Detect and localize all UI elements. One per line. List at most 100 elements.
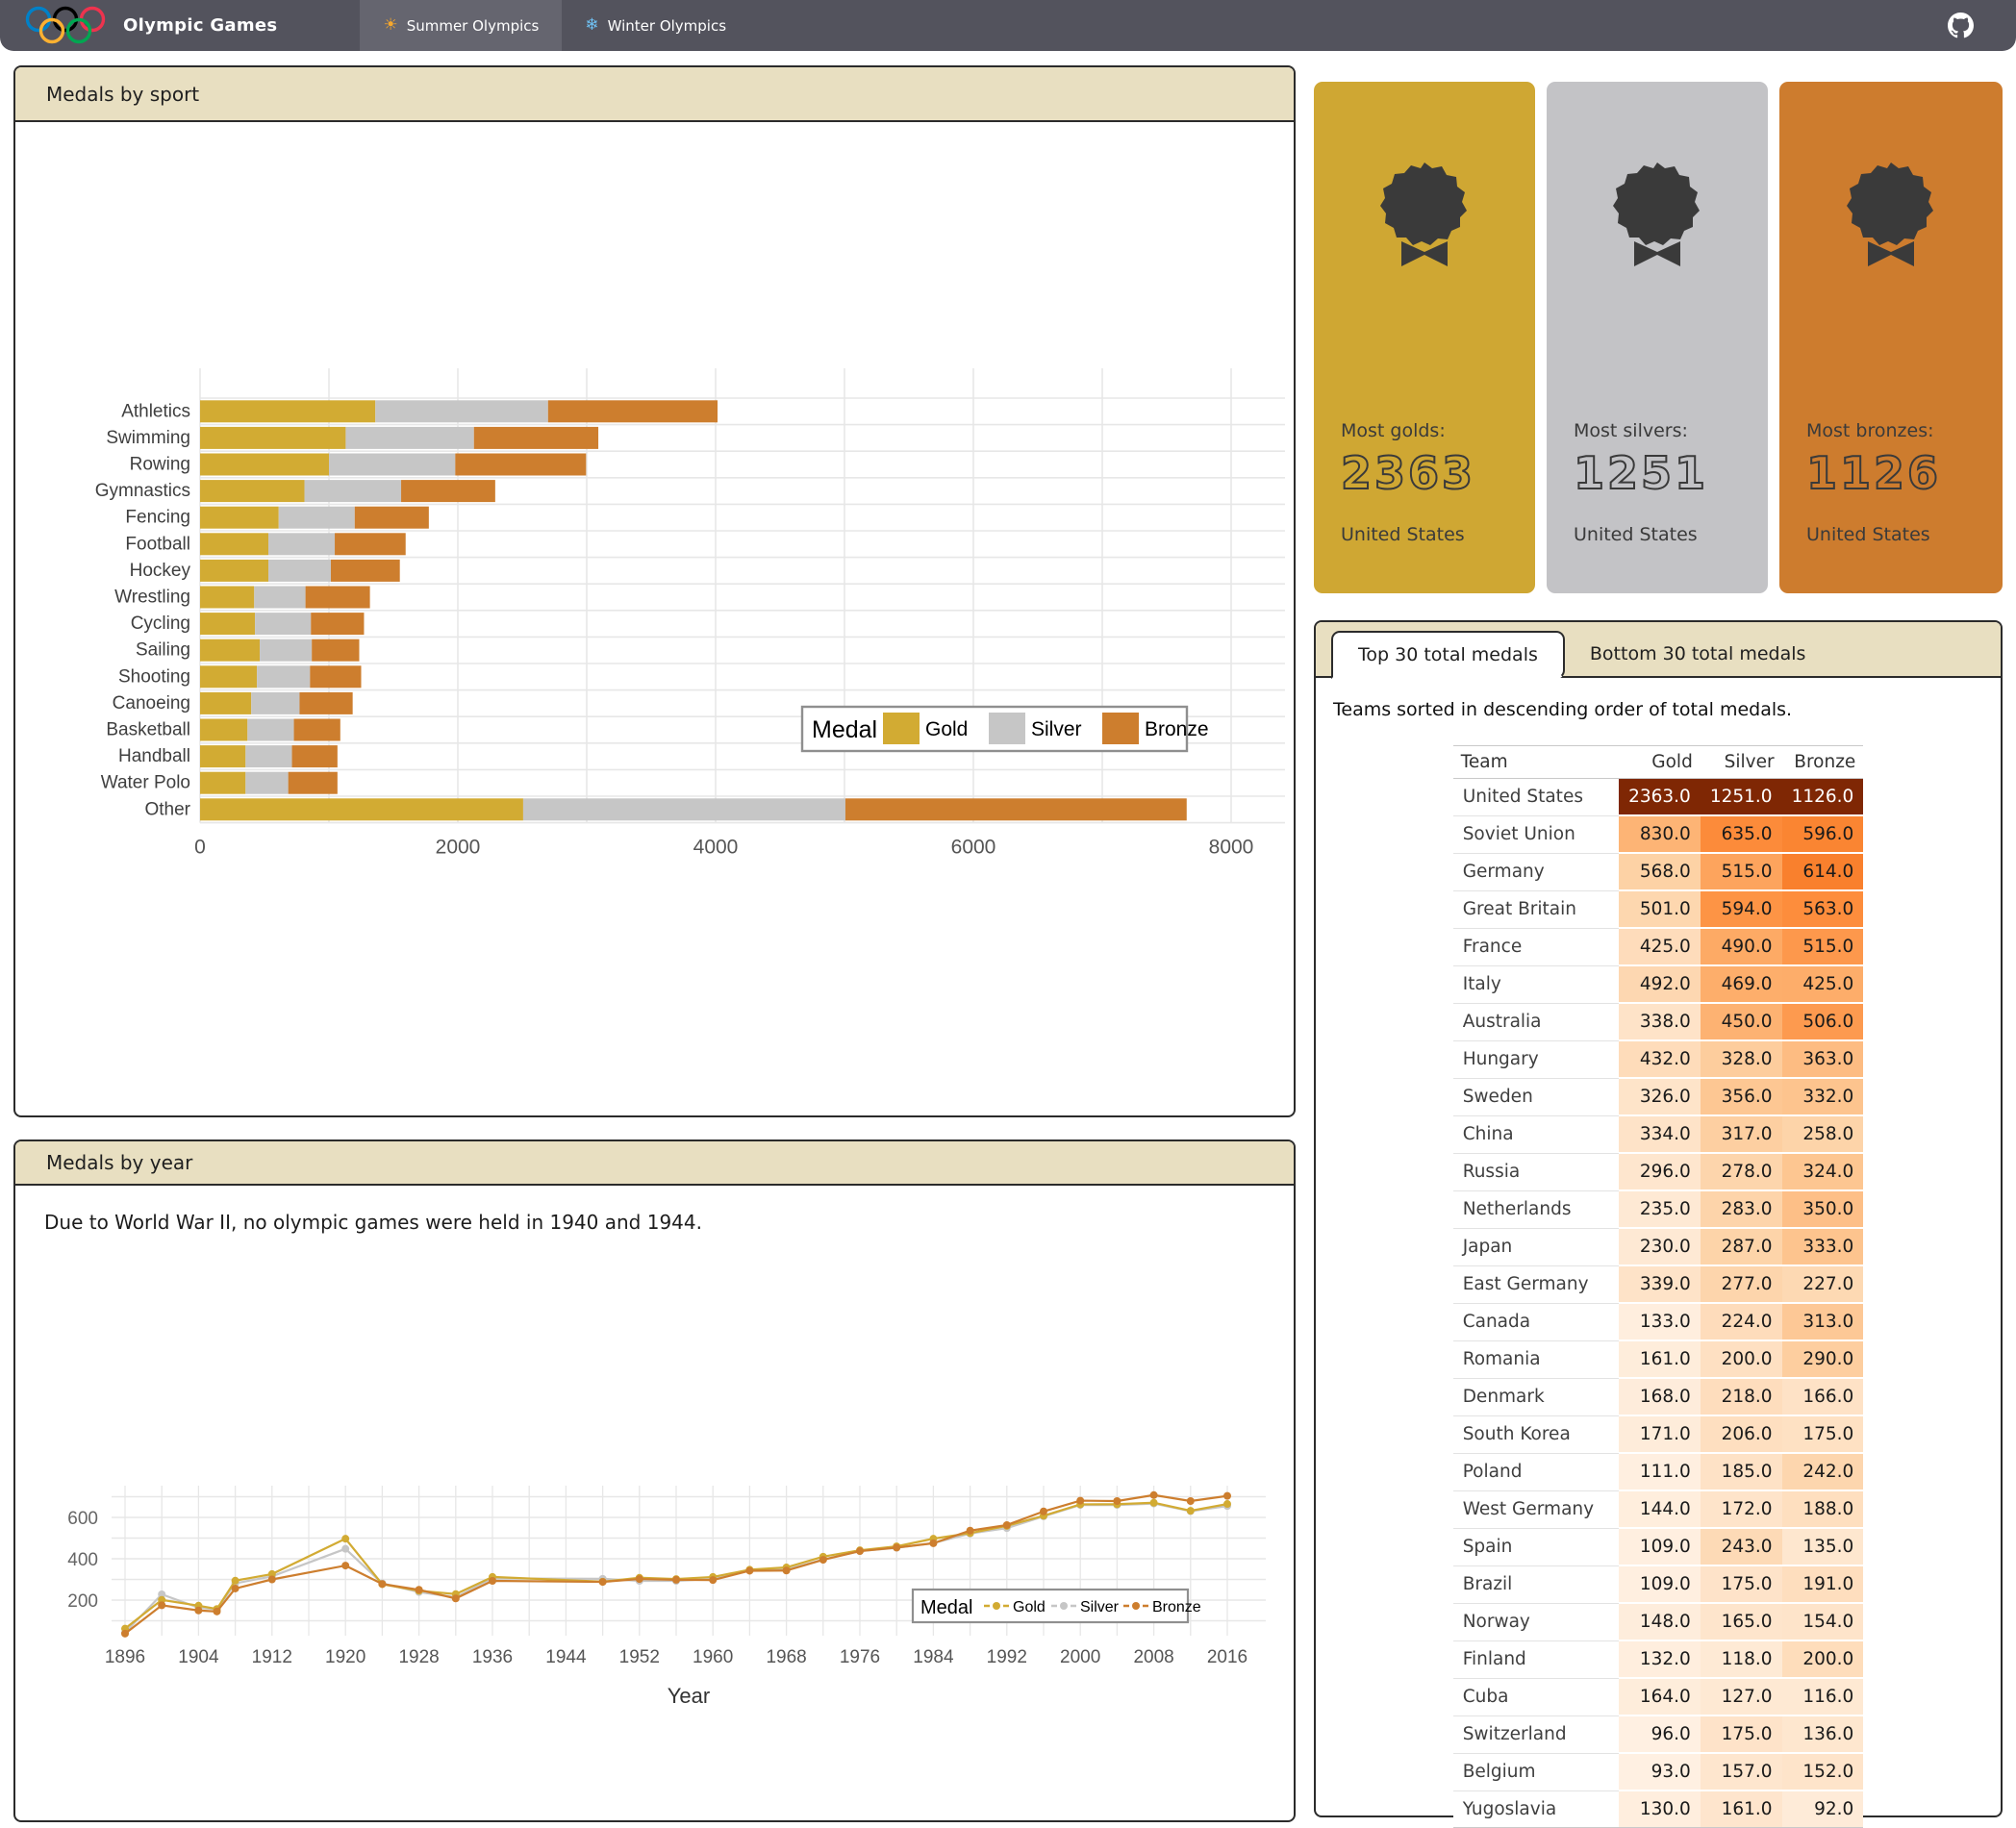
bar-silver[interactable] bbox=[257, 665, 311, 689]
bar-bronze[interactable] bbox=[335, 533, 406, 556]
point-bronze[interactable] bbox=[231, 1584, 239, 1592]
bar-gold[interactable] bbox=[200, 613, 256, 636]
point-bronze[interactable] bbox=[1186, 1497, 1195, 1506]
bar-bronze[interactable] bbox=[312, 639, 360, 662]
github-link[interactable] bbox=[1948, 0, 2016, 51]
bar-gold[interactable] bbox=[200, 400, 376, 423]
bar-bronze[interactable] bbox=[305, 586, 370, 609]
tab-summer-olympics[interactable]: ☀ Summer Olympics bbox=[360, 0, 563, 51]
point-bronze[interactable] bbox=[451, 1594, 460, 1603]
bar-bronze[interactable] bbox=[291, 745, 338, 768]
bar-bronze[interactable] bbox=[473, 426, 599, 449]
bar-silver[interactable] bbox=[375, 400, 548, 423]
medal-count-cell: 144.0 bbox=[1619, 1490, 1701, 1529]
point-bronze[interactable] bbox=[1002, 1520, 1011, 1529]
point-gold[interactable] bbox=[1186, 1507, 1195, 1515]
point-gold[interactable] bbox=[1223, 1500, 1231, 1509]
card-value: 1126 bbox=[1805, 446, 1942, 500]
bar-gold[interactable] bbox=[200, 586, 255, 609]
point-gold[interactable] bbox=[267, 1569, 276, 1578]
point-bronze[interactable] bbox=[121, 1629, 129, 1638]
point-bronze[interactable] bbox=[1113, 1497, 1121, 1506]
bar-gold[interactable] bbox=[200, 559, 269, 582]
legend[interactable]: Medal Gold Silver Bronze bbox=[911, 1588, 1201, 1624]
bar-gold[interactable] bbox=[200, 453, 329, 476]
legend[interactable]: Medal Gold Silver Bronze bbox=[800, 705, 1209, 753]
point-bronze[interactable] bbox=[745, 1566, 754, 1575]
point-bronze[interactable] bbox=[856, 1547, 864, 1556]
bar-bronze[interactable] bbox=[310, 665, 362, 689]
bar-gold[interactable] bbox=[200, 718, 248, 741]
bar-silver[interactable] bbox=[251, 691, 300, 714]
bar-bronze[interactable] bbox=[401, 480, 495, 503]
bar-gold[interactable] bbox=[200, 798, 523, 821]
bar-bronze[interactable] bbox=[311, 613, 365, 636]
bar-bronze[interactable] bbox=[354, 506, 429, 529]
point-bronze[interactable] bbox=[672, 1575, 680, 1584]
bar-gold[interactable] bbox=[200, 506, 279, 529]
point-bronze[interactable] bbox=[929, 1539, 938, 1547]
point-bronze[interactable] bbox=[709, 1576, 718, 1585]
bar-bronze[interactable] bbox=[299, 691, 353, 714]
bar-gold[interactable] bbox=[200, 691, 252, 714]
point-gold[interactable] bbox=[341, 1535, 350, 1543]
bar-gold[interactable] bbox=[200, 533, 269, 556]
point-silver[interactable] bbox=[341, 1544, 350, 1553]
point-bronze[interactable] bbox=[1076, 1496, 1085, 1505]
bar-silver[interactable] bbox=[255, 613, 312, 636]
bar-silver[interactable] bbox=[268, 559, 332, 582]
bar-silver[interactable] bbox=[268, 533, 336, 556]
bar-gold[interactable] bbox=[200, 480, 305, 503]
point-bronze[interactable] bbox=[598, 1578, 607, 1587]
bar-bronze[interactable] bbox=[288, 771, 338, 794]
bar-silver[interactable] bbox=[522, 798, 845, 821]
bar-gold[interactable] bbox=[200, 771, 246, 794]
bar-silver[interactable] bbox=[254, 586, 306, 609]
bar-bronze[interactable] bbox=[844, 798, 1187, 821]
point-bronze[interactable] bbox=[1149, 1490, 1158, 1499]
point-bronze[interactable] bbox=[1040, 1507, 1047, 1515]
tab-winter-olympics[interactable]: ❄ Winter Olympics bbox=[562, 0, 749, 51]
point-gold[interactable] bbox=[231, 1576, 239, 1585]
medals-by-sport-chart[interactable]: Athletics Swimming Rowing Gymnastics Fencing… bbox=[15, 122, 1293, 1114]
bar-bronze[interactable] bbox=[331, 559, 400, 582]
point-bronze[interactable] bbox=[415, 1586, 423, 1594]
point-bronze[interactable] bbox=[378, 1580, 387, 1589]
point-bronze[interactable] bbox=[782, 1566, 791, 1575]
bar-gold[interactable] bbox=[200, 426, 346, 449]
bar-gold[interactable] bbox=[200, 639, 261, 662]
bar-bronze[interactable] bbox=[293, 718, 340, 741]
bar-silver[interactable] bbox=[245, 745, 292, 768]
point-bronze[interactable] bbox=[267, 1575, 276, 1584]
point-bronze[interactable] bbox=[489, 1577, 496, 1586]
bar-silver[interactable] bbox=[247, 718, 294, 741]
category-label: Rowing bbox=[130, 455, 190, 475]
bar-bronze[interactable] bbox=[455, 453, 587, 476]
point-bronze[interactable] bbox=[1223, 1491, 1231, 1500]
point-bronze[interactable] bbox=[819, 1556, 827, 1565]
point-bronze[interactable] bbox=[966, 1526, 974, 1535]
most-silvers-card: Most silvers: 1251 United States bbox=[1547, 82, 1768, 593]
bar-silver[interactable] bbox=[329, 453, 456, 476]
point-bronze[interactable] bbox=[341, 1562, 350, 1570]
point-bronze[interactable] bbox=[635, 1575, 643, 1584]
tab-bottom-30[interactable]: Bottom 30 total medals bbox=[1589, 643, 1806, 664]
bar-silver[interactable] bbox=[345, 426, 474, 449]
point-bronze[interactable] bbox=[158, 1601, 166, 1610]
bar-silver[interactable] bbox=[260, 639, 313, 662]
bar-gold[interactable] bbox=[200, 665, 258, 689]
medals-by-year-chart[interactable]: 200 400 600 1896 1904 1912 1920 1928 1936 1944 195… bbox=[15, 1234, 1293, 1811]
bar-silver[interactable] bbox=[304, 480, 402, 503]
bar-bronze[interactable] bbox=[547, 400, 718, 423]
point-bronze[interactable] bbox=[213, 1607, 221, 1615]
tab-top-30[interactable]: Top 30 total medals bbox=[1331, 631, 1565, 679]
bar-silver[interactable] bbox=[278, 506, 355, 529]
point-gold[interactable] bbox=[1149, 1498, 1158, 1507]
team-name: Norway bbox=[1452, 1603, 1620, 1641]
bar-gold[interactable] bbox=[200, 745, 246, 768]
point-gold[interactable] bbox=[158, 1595, 166, 1604]
point-bronze[interactable] bbox=[893, 1543, 901, 1552]
point-bronze[interactable] bbox=[194, 1606, 203, 1615]
bar-silver[interactable] bbox=[245, 771, 289, 794]
point-silver[interactable] bbox=[158, 1590, 166, 1598]
